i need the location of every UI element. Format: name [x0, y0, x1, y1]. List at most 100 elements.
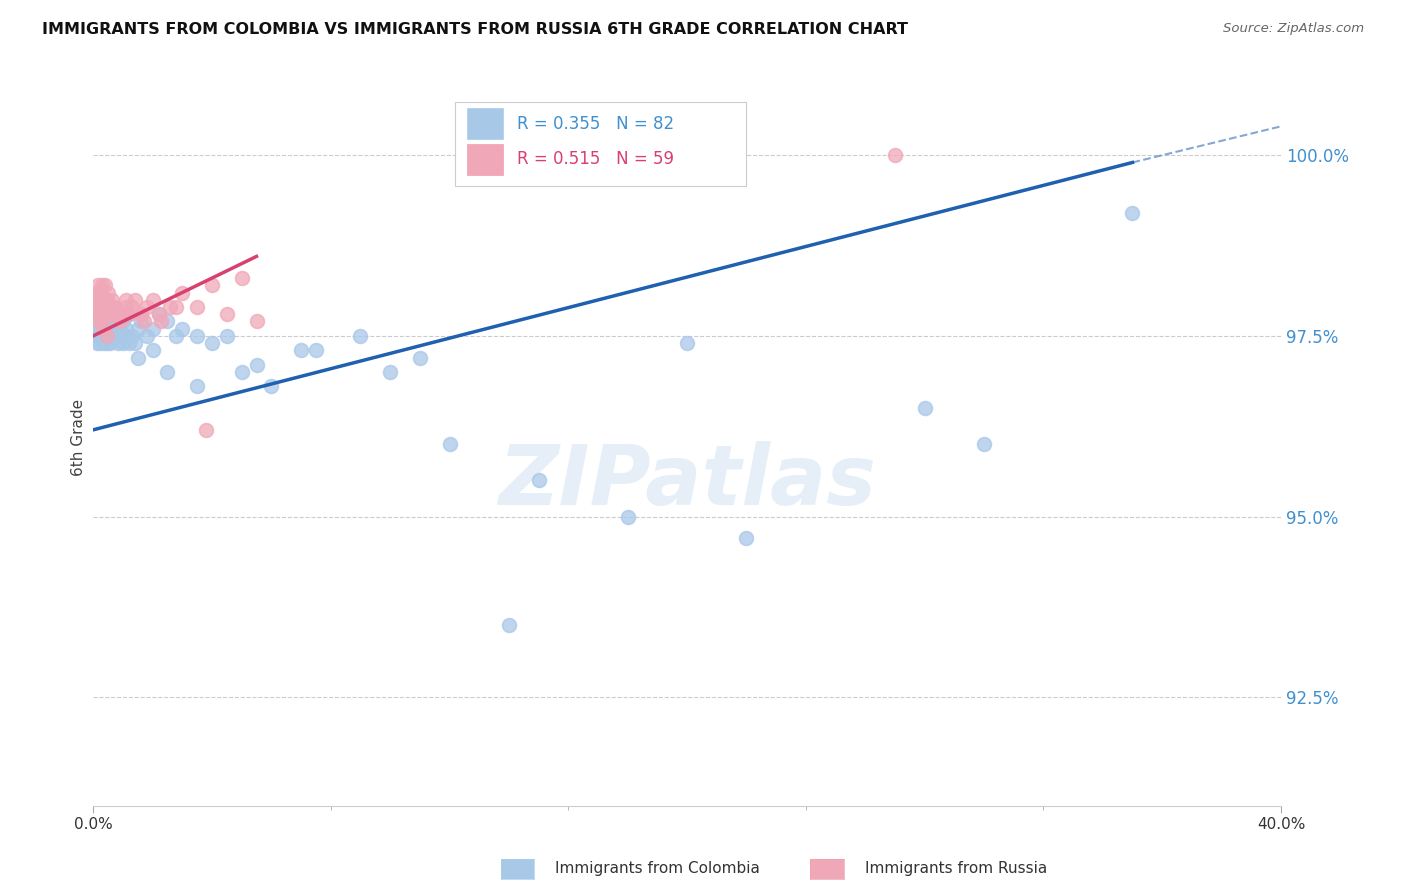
Point — [84, 293, 107, 307]
Point — [118, 336, 141, 351]
Point — [100, 314, 122, 328]
Point — [103, 307, 125, 321]
Point — [148, 307, 170, 321]
Point — [165, 329, 187, 343]
Point — [118, 307, 141, 321]
Point — [93, 329, 115, 343]
Point — [83, 321, 105, 335]
Point — [676, 336, 699, 351]
Point — [90, 314, 112, 328]
Point — [215, 307, 238, 321]
Point — [100, 329, 122, 343]
Point — [84, 329, 107, 343]
Point — [148, 307, 170, 321]
Point — [96, 321, 118, 335]
Point — [94, 329, 117, 343]
Point — [105, 314, 128, 328]
Point — [84, 307, 107, 321]
Point — [124, 293, 146, 307]
Point — [90, 314, 112, 328]
Point — [115, 293, 138, 307]
Point — [110, 329, 132, 343]
Bar — [467, 108, 503, 139]
Point — [91, 307, 114, 321]
Point — [378, 365, 401, 379]
Point — [245, 314, 267, 328]
Point — [93, 321, 115, 335]
Point — [409, 351, 432, 365]
Text: R = 0.515   N = 59: R = 0.515 N = 59 — [517, 150, 675, 169]
Point — [94, 300, 117, 314]
Point — [439, 437, 461, 451]
Point — [127, 351, 149, 365]
Point — [616, 509, 638, 524]
Point — [96, 300, 118, 314]
Point — [98, 300, 121, 314]
Point — [96, 293, 118, 307]
Point — [90, 321, 112, 335]
Point — [186, 300, 208, 314]
Point — [94, 307, 117, 321]
Point — [97, 307, 120, 321]
Point — [186, 379, 208, 393]
Point — [165, 300, 187, 314]
Point — [1121, 206, 1143, 220]
Point — [142, 343, 165, 358]
Point — [90, 300, 112, 314]
Point — [89, 300, 111, 314]
Point — [86, 293, 108, 307]
Point — [195, 423, 218, 437]
Point — [105, 329, 128, 343]
Point — [201, 336, 224, 351]
Point — [498, 618, 520, 632]
Point — [104, 321, 127, 335]
Point — [89, 307, 111, 321]
Point — [129, 307, 152, 321]
Point — [100, 307, 122, 321]
Point — [305, 343, 328, 358]
Point — [111, 307, 134, 321]
Point — [201, 278, 224, 293]
Point — [97, 329, 120, 343]
Point — [142, 293, 165, 307]
Y-axis label: 6th Grade: 6th Grade — [72, 399, 86, 475]
Point — [101, 300, 124, 314]
Point — [87, 293, 110, 307]
Point — [101, 293, 124, 307]
Text: ZIPatlas: ZIPatlas — [498, 441, 876, 522]
Point — [103, 300, 125, 314]
Point — [94, 307, 117, 321]
Point — [90, 293, 112, 307]
Point — [349, 329, 371, 343]
Point — [260, 379, 283, 393]
Text: IMMIGRANTS FROM COLOMBIA VS IMMIGRANTS FROM RUSSIA 6TH GRADE CORRELATION CHART: IMMIGRANTS FROM COLOMBIA VS IMMIGRANTS F… — [42, 22, 908, 37]
Text: R = 0.355   N = 82: R = 0.355 N = 82 — [517, 115, 675, 133]
Point — [735, 531, 758, 545]
Point — [527, 474, 550, 488]
Point — [93, 314, 115, 328]
Point — [93, 336, 115, 351]
Point — [111, 314, 134, 328]
Point — [98, 307, 121, 321]
Point — [86, 278, 108, 293]
Point — [156, 314, 179, 328]
Point — [124, 336, 146, 351]
Point — [87, 321, 110, 335]
Point — [172, 321, 194, 335]
Text: Immigrants from Colombia: Immigrants from Colombia — [555, 862, 761, 876]
Bar — [467, 144, 503, 175]
Point — [231, 271, 253, 285]
Point — [94, 321, 117, 335]
Point — [135, 329, 157, 343]
Point — [159, 300, 181, 314]
Point — [93, 293, 115, 307]
Point — [172, 285, 194, 300]
Point — [245, 358, 267, 372]
Point — [290, 343, 312, 358]
Point — [98, 321, 121, 335]
Point — [91, 329, 114, 343]
Point — [108, 321, 131, 335]
Point — [118, 307, 141, 321]
Point — [83, 300, 105, 314]
Point — [111, 336, 134, 351]
